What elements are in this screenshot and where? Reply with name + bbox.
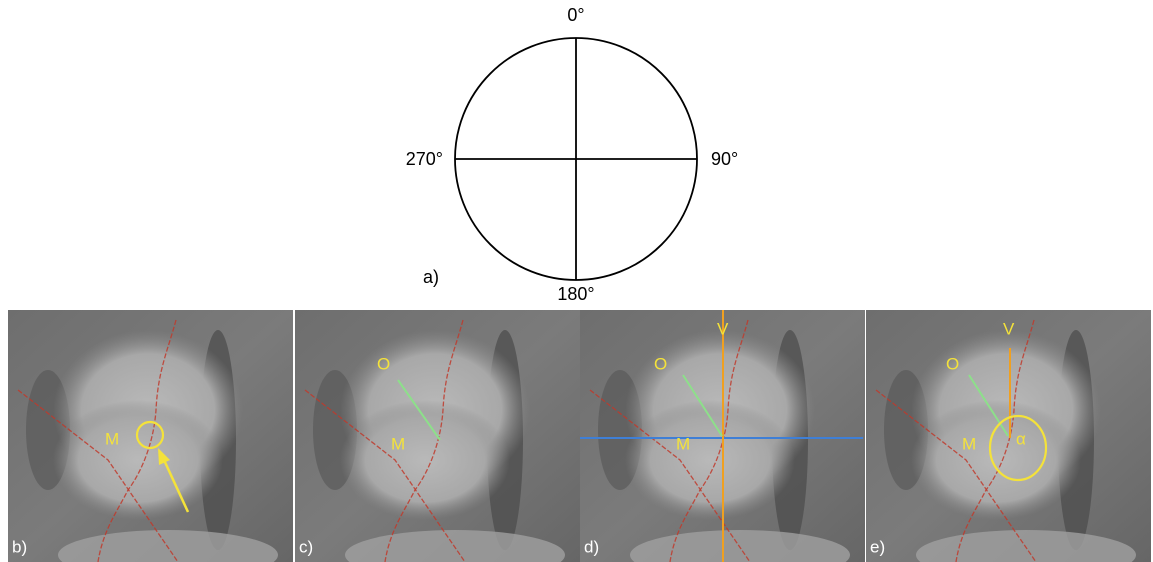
page: 0° 90° 180° 270° a) M b) O M c) V O M d) bbox=[0, 0, 1153, 562]
point-label: O bbox=[946, 354, 959, 373]
angle-label: 0° bbox=[567, 5, 584, 25]
angle-label: 270° bbox=[406, 149, 443, 169]
panel-label: e) bbox=[870, 537, 885, 556]
point-label: V bbox=[717, 319, 729, 338]
point-label: O bbox=[654, 354, 667, 373]
panel-image: V O M α e) bbox=[866, 310, 1151, 562]
panel-label: d) bbox=[584, 537, 599, 556]
point-label: M bbox=[676, 434, 690, 453]
point-label: V bbox=[1003, 319, 1015, 338]
panel-label: c) bbox=[299, 537, 313, 556]
angle-label: 180° bbox=[557, 284, 594, 304]
angle-label: 90° bbox=[711, 149, 738, 169]
point-label: M bbox=[105, 429, 119, 448]
panel-image: V O M d) bbox=[580, 310, 865, 562]
figure: 0° 90° 180° 270° a) M b) O M c) V O M d) bbox=[0, 0, 1153, 562]
point-label: O bbox=[377, 354, 390, 373]
panel-image: M b) bbox=[8, 310, 293, 562]
point-label: M bbox=[391, 434, 405, 453]
panel-image: O M c) bbox=[295, 310, 580, 562]
angle-label: α bbox=[1016, 429, 1026, 448]
panel-label: b) bbox=[12, 537, 27, 556]
panel-label: a) bbox=[423, 267, 439, 287]
angle-diagram: 0° 90° 180° 270° a) bbox=[406, 5, 738, 304]
point-label: M bbox=[962, 434, 976, 453]
